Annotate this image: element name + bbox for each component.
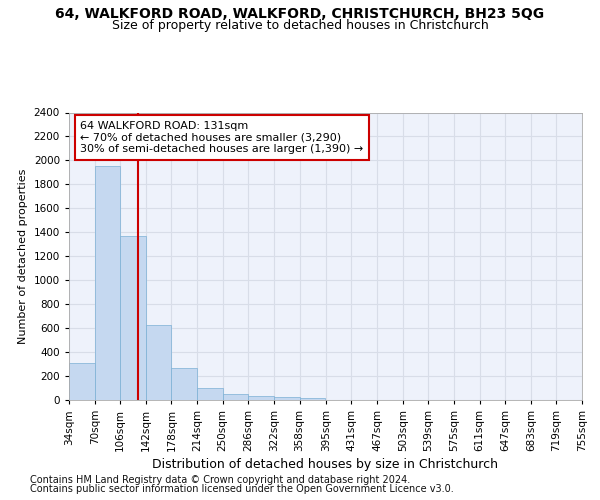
- Bar: [172, 368, 197, 400]
- Text: 64, WALKFORD ROAD, WALKFORD, CHRISTCHURCH, BH23 5QG: 64, WALKFORD ROAD, WALKFORD, CHRISTCHURC…: [55, 8, 545, 22]
- Text: Size of property relative to detached houses in Christchurch: Size of property relative to detached ho…: [112, 18, 488, 32]
- Bar: [120, 236, 146, 400]
- X-axis label: Distribution of detached houses by size in Christchurch: Distribution of detached houses by size …: [152, 458, 499, 471]
- Bar: [223, 394, 248, 400]
- Bar: [274, 397, 299, 400]
- Bar: [69, 363, 95, 400]
- Bar: [299, 398, 325, 400]
- Bar: [146, 324, 172, 400]
- Text: Contains public sector information licensed under the Open Government Licence v3: Contains public sector information licen…: [30, 484, 454, 494]
- Bar: [95, 166, 120, 400]
- Text: Contains HM Land Registry data © Crown copyright and database right 2024.: Contains HM Land Registry data © Crown c…: [30, 475, 410, 485]
- Bar: [197, 388, 223, 400]
- Bar: [248, 396, 274, 400]
- Text: 64 WALKFORD ROAD: 131sqm
← 70% of detached houses are smaller (3,290)
30% of sem: 64 WALKFORD ROAD: 131sqm ← 70% of detach…: [80, 121, 364, 154]
- Y-axis label: Number of detached properties: Number of detached properties: [18, 168, 28, 344]
